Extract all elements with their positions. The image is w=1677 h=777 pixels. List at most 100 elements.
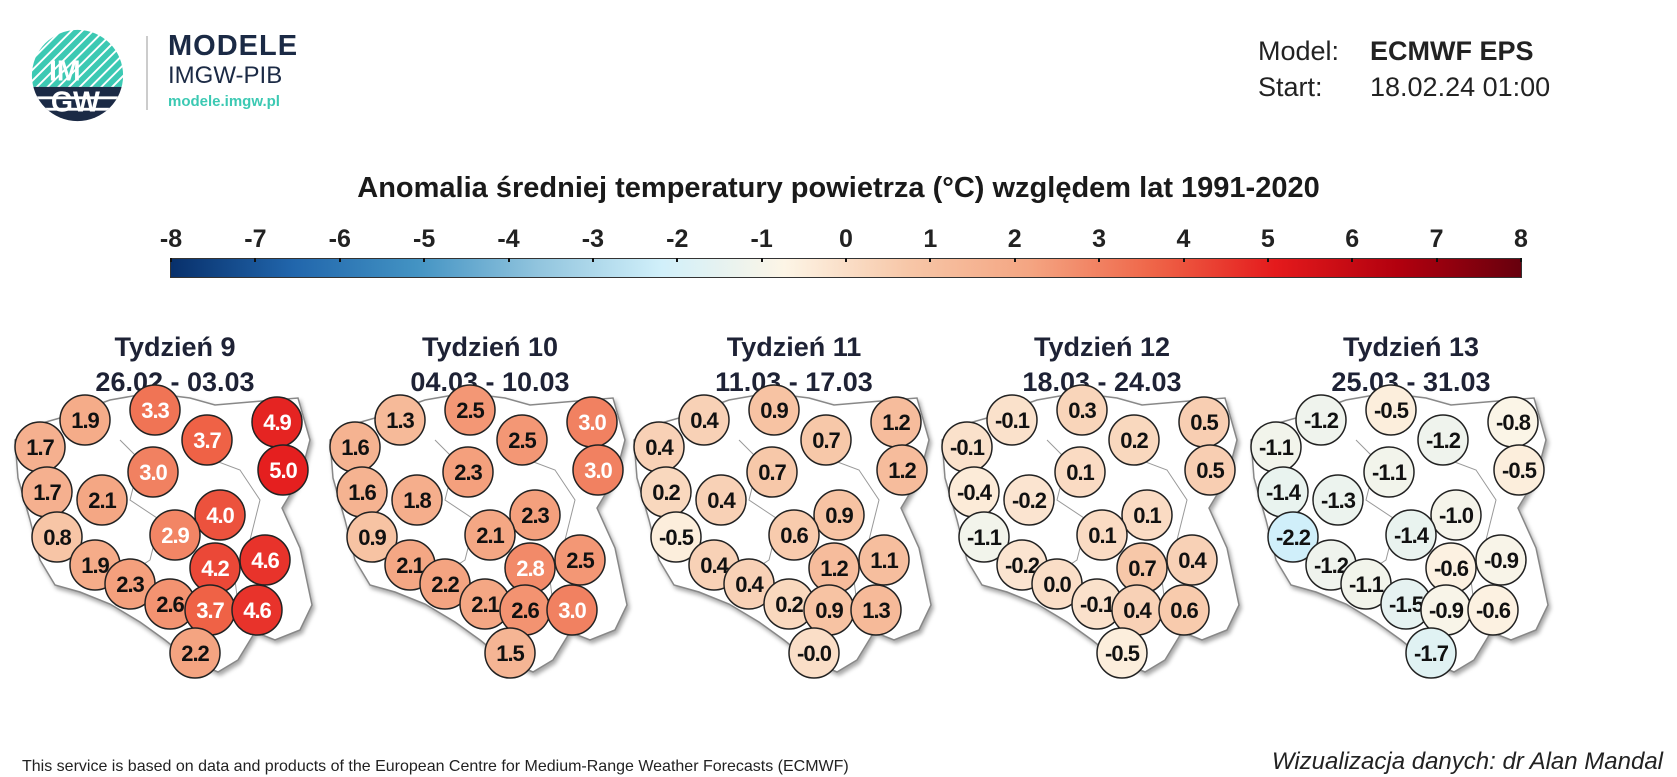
region-bubble bbox=[1003, 474, 1055, 526]
week-map: 1.9 3.3 3.7 4.9 1.7 5.0 3.0 1.7 2.1 4.0 0.8 2.9 4.6 4… bbox=[14, 384, 313, 679]
region-value: -0.5 bbox=[659, 525, 694, 550]
week-dates: 26.02 - 03.03 bbox=[95, 367, 255, 397]
region-bubble bbox=[1108, 414, 1160, 466]
region-value: 0.6 bbox=[1170, 598, 1198, 623]
region-bubble bbox=[800, 414, 852, 466]
region-value: 2.5 bbox=[508, 428, 536, 453]
region-bubble bbox=[76, 474, 128, 526]
colorbar-tick-label: -3 bbox=[581, 225, 604, 253]
week-name: Tydzień 11 bbox=[726, 332, 862, 362]
colorbar-tick-label: 1 bbox=[923, 225, 938, 253]
region-value: 1.3 bbox=[862, 598, 890, 623]
week-dates: 25.03 - 31.03 bbox=[1331, 367, 1491, 397]
region-value: 3.7 bbox=[196, 598, 224, 623]
region-bubble bbox=[695, 474, 747, 526]
region-value: 0.3 bbox=[1068, 398, 1096, 423]
week-map: 1.3 2.5 2.5 3.0 1.6 3.0 2.3 1.6 1.8 2.3 0.9 2.1 2.5 2… bbox=[329, 384, 628, 679]
region-bubble bbox=[1385, 509, 1437, 561]
region-bubble bbox=[1467, 584, 1519, 636]
colorbar-tick-label: -4 bbox=[497, 225, 520, 253]
week-dates: 11.03 - 17.03 bbox=[715, 367, 873, 397]
colorbar-tick-mark bbox=[591, 258, 594, 262]
start-label: Start: bbox=[1258, 72, 1323, 102]
region-bubble bbox=[1121, 489, 1173, 541]
region-value: -0.0 bbox=[797, 641, 832, 666]
colorbar-tick-mark bbox=[1351, 258, 1354, 262]
region-value: -1.1 bbox=[1259, 435, 1294, 460]
region-bubble bbox=[1267, 511, 1319, 563]
model-value: ECMWF EPS bbox=[1370, 36, 1534, 66]
region-value: -1.1 bbox=[967, 525, 1002, 550]
region-value: 2.1 bbox=[471, 592, 499, 617]
region-bubble bbox=[813, 489, 865, 541]
region-value: 2.6 bbox=[156, 592, 184, 617]
region-bubble bbox=[374, 394, 426, 446]
region-value: -0.1 bbox=[1080, 592, 1115, 617]
logo-divider bbox=[146, 36, 148, 110]
region-value: 1.8 bbox=[403, 488, 431, 513]
colorbar-tick-mark bbox=[1520, 258, 1522, 262]
region-bubble bbox=[1076, 509, 1128, 561]
week-map: 0.4 0.9 0.7 1.2 0.4 1.2 0.7 0.2 0.4 0.9 -0.5 0.6 1.1… bbox=[633, 384, 932, 679]
week-name: Tydzień 9 bbox=[114, 332, 236, 362]
region-value: -0.9 bbox=[1484, 548, 1519, 573]
region-value: -0.4 bbox=[957, 480, 993, 505]
week-header: Tydzień 9 26.02 - 03.03 bbox=[15, 330, 335, 400]
region-bubble bbox=[1363, 446, 1415, 498]
region-bubble bbox=[1096, 627, 1148, 679]
region-bubble bbox=[1166, 534, 1218, 586]
region-value: -1.4 bbox=[1394, 523, 1430, 548]
colorbar-tick-mark bbox=[507, 258, 510, 262]
region-value: 1.2 bbox=[820, 556, 848, 581]
region-value: 1.9 bbox=[71, 408, 99, 433]
region-bubble bbox=[958, 511, 1010, 563]
region-bubble bbox=[1054, 446, 1106, 498]
region-value: 3.0 bbox=[584, 458, 612, 483]
model-label: Model: bbox=[1258, 36, 1340, 66]
colorbar-tick-label: 3 bbox=[1092, 225, 1107, 253]
region-value: 3.0 bbox=[578, 410, 606, 435]
region-value: -1.5 bbox=[1389, 592, 1424, 617]
colorbar-tick-label: -5 bbox=[413, 225, 436, 253]
region-value: 4.0 bbox=[206, 503, 234, 528]
region-value: -1.7 bbox=[1414, 641, 1449, 666]
region-bubble bbox=[181, 414, 233, 466]
region-value: 2.1 bbox=[396, 553, 424, 578]
week-dates: 18.03 - 24.03 bbox=[1022, 367, 1182, 397]
region-value: 0.4 bbox=[645, 435, 674, 460]
region-value: -0.6 bbox=[1434, 556, 1469, 581]
region-value: 0.2 bbox=[1120, 428, 1148, 453]
region-bubble bbox=[748, 384, 800, 436]
colorbar-tick-label: -6 bbox=[328, 225, 351, 253]
colorbar-tick-mark bbox=[1182, 258, 1185, 262]
colorbar-tick-mark bbox=[1266, 258, 1269, 262]
region-bubble bbox=[194, 489, 246, 541]
region-value: 1.6 bbox=[348, 480, 376, 505]
region-value: 3.3 bbox=[141, 398, 169, 423]
region-bubble bbox=[496, 414, 548, 466]
region-border bbox=[818, 454, 880, 621]
region-value: 3.0 bbox=[558, 598, 586, 623]
region-value: 0.2 bbox=[652, 480, 680, 505]
region-bubble bbox=[876, 444, 928, 496]
region-bubble bbox=[1184, 444, 1236, 496]
colorbar-tick-label: -7 bbox=[244, 225, 267, 253]
colorbar-tick-mark bbox=[676, 258, 679, 262]
source-note: This service is based on data and produc… bbox=[22, 758, 849, 775]
region-bubble bbox=[650, 511, 702, 563]
region-value: 0.0 bbox=[1043, 572, 1071, 597]
region-bubble bbox=[169, 627, 221, 679]
colorbar-tick-label: 0 bbox=[839, 225, 853, 253]
region-value: -0.5 bbox=[1502, 458, 1537, 483]
colorbar-tick-label: -8 bbox=[159, 225, 183, 253]
colorbar-tick-mark bbox=[170, 258, 172, 262]
region-bubble bbox=[149, 509, 201, 561]
week-name: Tydzień 13 bbox=[1342, 332, 1480, 362]
week-dates: 04.03 - 10.03 bbox=[410, 367, 570, 397]
region-bubble bbox=[546, 584, 598, 636]
colorbar-tick-label: 6 bbox=[1345, 225, 1360, 253]
colorbar-tick-mark bbox=[423, 258, 426, 262]
region-bubble bbox=[1417, 414, 1469, 466]
region-value: -1.2 bbox=[1426, 428, 1461, 453]
brand-url[interactable]: modele.imgw.pl bbox=[168, 93, 280, 110]
